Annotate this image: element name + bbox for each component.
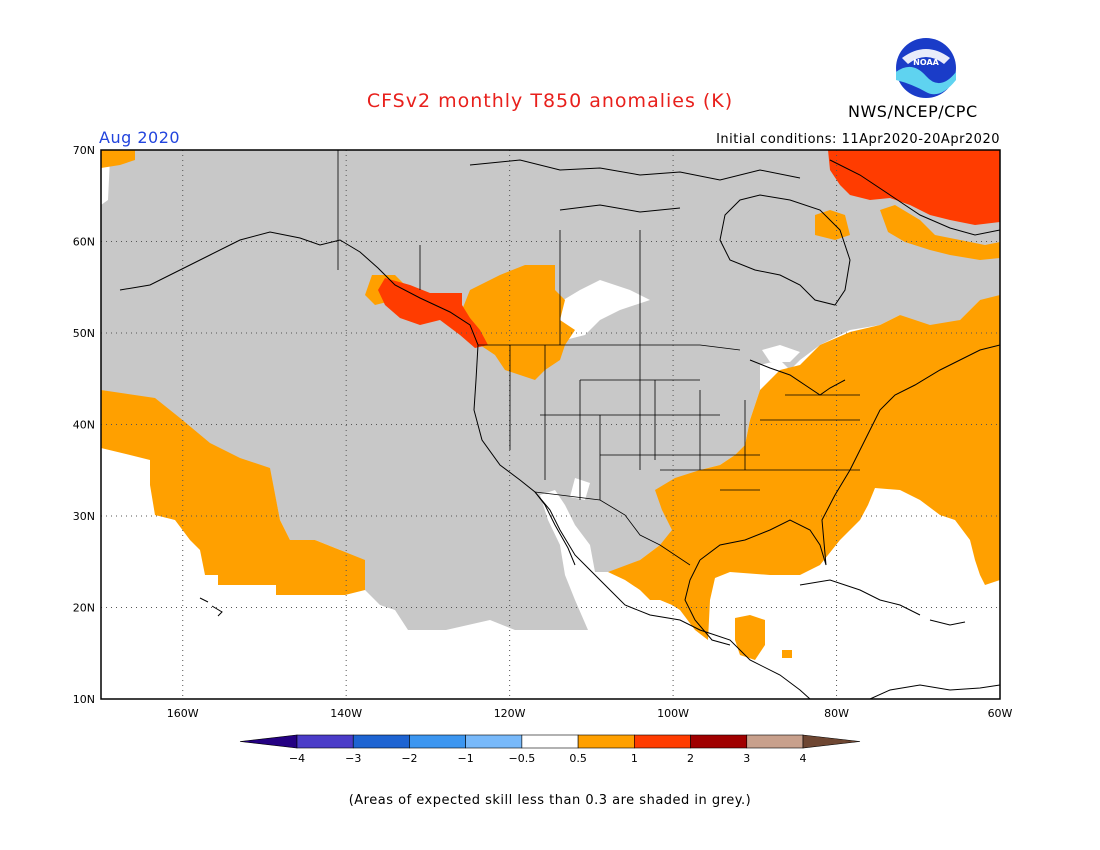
warm-anomaly-red bbox=[378, 150, 1000, 348]
warm-arctic-corner bbox=[101, 150, 135, 168]
warm-eastern-region bbox=[608, 295, 1000, 640]
colorbar-segment bbox=[352, 734, 410, 749]
lat-tick-label: 40N bbox=[73, 419, 95, 432]
coastline-mexico-gulf bbox=[684, 559, 731, 646]
lat-tick-label: 50N bbox=[73, 327, 95, 340]
lon-tick-label: 120W bbox=[494, 707, 526, 720]
colorbar-segment bbox=[802, 734, 861, 749]
longitude-labels: 160W 140W 120W 100W 80W 60W bbox=[167, 707, 1013, 720]
lon-tick-label: 140W bbox=[330, 707, 362, 720]
neutral-pocket-great-lakes bbox=[762, 345, 800, 362]
agency-label: NWS/NCEP/CPC bbox=[848, 102, 978, 121]
colorbar-tick-label: 4 bbox=[800, 752, 807, 765]
warm-anomaly-orange bbox=[101, 150, 1000, 660]
noaa-logo-text: NOAA bbox=[913, 58, 939, 67]
neutral-pocket-canada bbox=[550, 280, 650, 340]
colorbar-tick-label: 2 bbox=[687, 752, 694, 765]
coastline-cuba bbox=[799, 579, 921, 616]
colorbar-tick-label: 3 bbox=[743, 752, 750, 765]
coastline-hawaii bbox=[199, 597, 223, 617]
warm-western-canada bbox=[462, 265, 575, 380]
colorbar-segment bbox=[239, 734, 298, 749]
map-panel: 70N 60N 50N 40N 30N 20N 10N 160W 140W 120W 100W 80… bbox=[73, 144, 1013, 720]
colorbar-segment bbox=[577, 734, 635, 749]
map-frame bbox=[100, 149, 1001, 700]
colorbar-tick-label: −3 bbox=[345, 752, 361, 765]
political-borders bbox=[337, 150, 860, 566]
warm-red-greenland-baffin bbox=[828, 150, 1000, 225]
initial-conditions: Initial conditions: 11Apr2020-20Apr2020 bbox=[716, 132, 1000, 147]
grey-main-region bbox=[101, 150, 1000, 630]
lat-tick-label: 60N bbox=[73, 236, 95, 249]
lat-tick-label: 20N bbox=[73, 602, 95, 615]
coastline-arctic bbox=[469, 159, 801, 181]
borders-canada-provinces bbox=[419, 230, 641, 345]
colorbar-tick-label: −1 bbox=[458, 752, 474, 765]
lat-tick-label: 30N bbox=[73, 510, 95, 523]
coastline-south-america bbox=[869, 684, 1000, 699]
colorbar-segment bbox=[521, 734, 579, 749]
colorbar-legend: −4 −3 −2 −1 −0.5 0.5 1 2 3 4 bbox=[239, 734, 861, 765]
warm-honduras-patch bbox=[782, 650, 792, 658]
colorbar-segment bbox=[409, 734, 466, 749]
colorbar-segment bbox=[634, 734, 691, 749]
lon-tick-label: 100W bbox=[657, 707, 689, 720]
coastline-hispaniola bbox=[929, 619, 966, 626]
lon-tick-label: 80W bbox=[824, 707, 849, 720]
coastline-greenland bbox=[829, 159, 1000, 236]
neutral-pocket-arctic bbox=[101, 158, 110, 205]
map-title: CFSv2 monthly T850 anomalies (K) bbox=[366, 90, 734, 112]
coastline-baja bbox=[534, 491, 576, 566]
warm-labrador bbox=[880, 205, 1000, 260]
colorbar-segment bbox=[690, 734, 748, 749]
skill-footnote: (Areas of expected skill less than 0.3 a… bbox=[348, 793, 752, 808]
colorbar-tick-label: −2 bbox=[401, 752, 417, 765]
colorbar-tick-label: 0.5 bbox=[569, 752, 587, 765]
latitude-labels: 70N 60N 50N 40N 30N 20N 10N bbox=[73, 144, 95, 706]
lon-tick-label: 60W bbox=[988, 707, 1013, 720]
coastline-hudson-bay bbox=[719, 194, 851, 306]
colorbar-tick-label: −4 bbox=[289, 752, 305, 765]
coastline-arctic-2 bbox=[559, 204, 681, 213]
border-us-mexico bbox=[534, 491, 691, 566]
colorbar-tick-label: −0.5 bbox=[509, 752, 536, 765]
coastlines bbox=[119, 159, 1000, 699]
forecast-month: Aug 2020 bbox=[99, 128, 181, 147]
coastline-west bbox=[119, 231, 811, 699]
coastline-east bbox=[699, 344, 1000, 566]
noaa-logo-wave bbox=[896, 66, 956, 95]
warm-red-pacific-northwest bbox=[378, 278, 488, 348]
colorbar-segment bbox=[465, 734, 523, 749]
noaa-logo-gull bbox=[902, 49, 950, 64]
lon-tick-label: 160W bbox=[167, 707, 199, 720]
colorbar-segment bbox=[746, 734, 804, 749]
warm-pacific-region bbox=[101, 390, 365, 595]
borders-us-states bbox=[509, 345, 860, 500]
lat-tick-label: 10N bbox=[73, 693, 95, 706]
coastline-great-lakes bbox=[749, 359, 846, 396]
lat-tick-label: 70N bbox=[73, 144, 95, 157]
colorbar-segment bbox=[296, 734, 354, 749]
warm-central-america bbox=[735, 615, 765, 660]
colorbar-tick-label: 1 bbox=[631, 752, 638, 765]
noaa-logo: NOAA bbox=[896, 38, 956, 98]
